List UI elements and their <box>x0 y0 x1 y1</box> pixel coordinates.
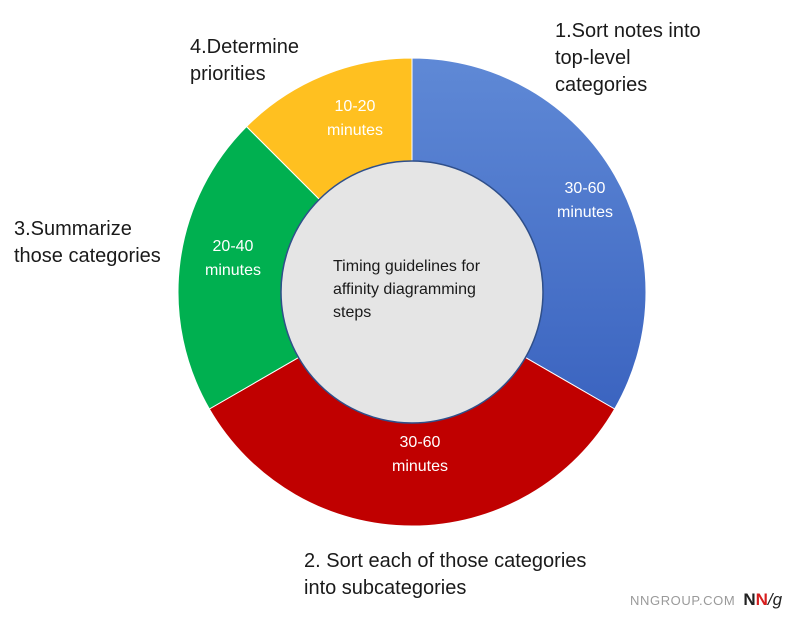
center-label-line: Timing guidelines for <box>333 258 481 275</box>
step-label-line: 4.Determine <box>190 36 299 58</box>
duration-unit: minutes <box>204 262 262 279</box>
center-circle <box>280 160 544 424</box>
center-label-line: affinity diagramming <box>333 281 476 298</box>
logo-suffix: /g <box>767 590 783 609</box>
step-3-label: 3.Summarize those categories <box>14 216 161 270</box>
duration-value: 20-40 <box>212 238 254 255</box>
step-label-line: those categories <box>14 245 161 267</box>
brand-logo: NN/g <box>743 590 782 610</box>
brand-footer: NNGROUP.COM NN/g <box>630 589 782 611</box>
step-4-duration: 10-20 minutes <box>315 95 395 143</box>
step-2-label: 2. Sort each of those categories into su… <box>304 548 586 602</box>
duration-unit: minutes <box>391 458 449 475</box>
step-label-line: 1.Sort notes into <box>555 20 701 42</box>
logo-letter-accent: N <box>755 590 768 609</box>
step-2-duration: 30-60 minutes <box>380 431 460 479</box>
duration-unit: minutes <box>556 204 614 221</box>
step-label-line: top-level <box>555 47 631 69</box>
step-label-line: categories <box>555 74 648 96</box>
step-4-label: 4.Determine priorities <box>190 34 299 88</box>
step-3-duration: 20-40 minutes <box>193 235 273 283</box>
step-label-line: 2. Sort each of those categories <box>304 550 587 572</box>
duration-value: 30-60 <box>564 180 606 197</box>
brand-site: NNGROUP.COM <box>630 592 736 608</box>
step-label-line: priorities <box>190 63 266 85</box>
step-label-line: 3.Summarize <box>14 218 132 240</box>
duration-unit: minutes <box>326 122 384 139</box>
center-label-line: steps <box>333 304 372 321</box>
logo-letter: N <box>743 590 756 609</box>
step-label-line: into subcategories <box>304 577 467 599</box>
center-label: Timing guidelines for affinity diagrammi… <box>333 255 523 324</box>
step-1-label: 1.Sort notes into top-level categories <box>555 18 701 99</box>
duration-value: 30-60 <box>399 434 441 451</box>
step-1-duration: 30-60 minutes <box>545 177 625 225</box>
duration-value: 10-20 <box>334 98 376 115</box>
